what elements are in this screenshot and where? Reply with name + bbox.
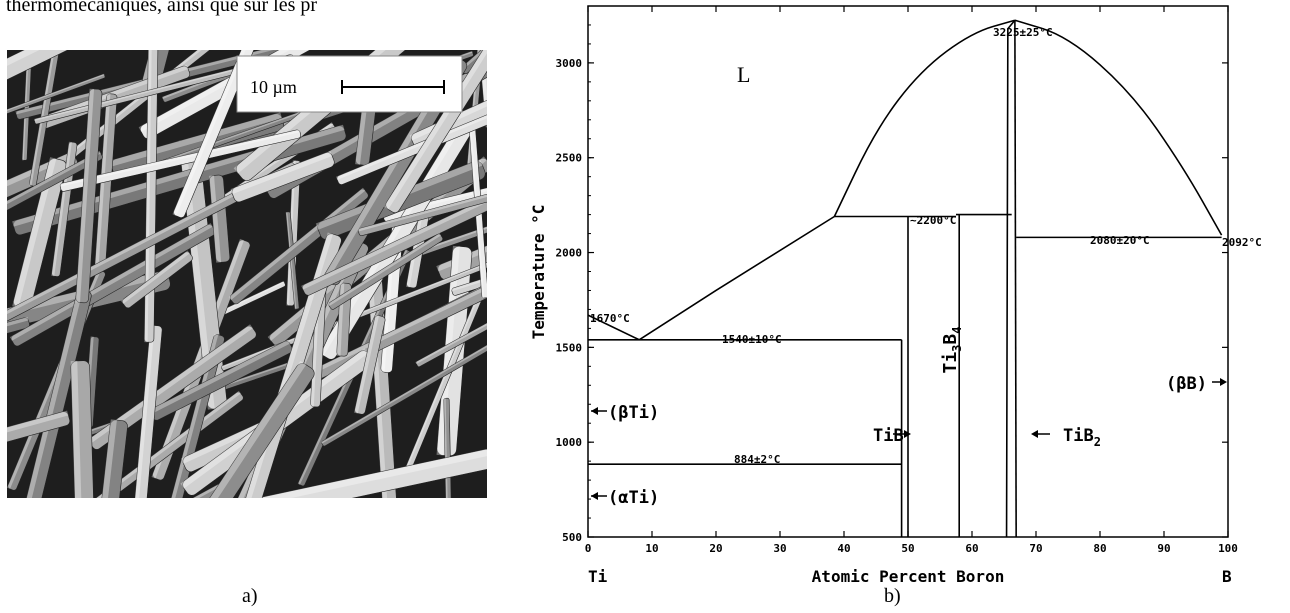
x-tick-label: 90: [1157, 542, 1170, 555]
body-text-line: thermomécaniques, ainsi que sur les pr: [6, 0, 318, 16]
whisker-rod: [127, 325, 163, 498]
whisker-rod: [354, 314, 386, 415]
y-tick-label: 1500: [556, 341, 583, 354]
whisker-rod: [7, 410, 71, 445]
x-tick-label: 20: [709, 542, 722, 555]
whisker-rod: [327, 233, 444, 310]
whisker-rods: [7, 50, 487, 498]
alpha-ti-label: (αTi): [608, 488, 659, 508]
whisker-rod: [7, 150, 103, 228]
whisker-rod: [443, 397, 453, 498]
phase-boundary-line: [1005, 19, 1016, 538]
whisker-rod: [144, 50, 159, 343]
b-melting-label: 2092°C: [1222, 236, 1262, 249]
arrow-left-icon: [591, 407, 598, 415]
whisker-rod: [75, 88, 103, 304]
whisker-rod: [95, 419, 128, 498]
scale-bar-box: [236, 55, 463, 113]
sem-micrograph: 10 µm: [7, 50, 487, 498]
phase-boundary-line: [638, 215, 835, 341]
phase-boundary-line: [833, 19, 1016, 217]
beta-ti-label: (βTi): [608, 403, 659, 423]
arrow-right-icon: [1220, 378, 1227, 386]
whisker-rod: [148, 339, 293, 421]
tib2-max-label: 3225±25°C: [993, 26, 1053, 39]
whisker-rod: [321, 331, 487, 447]
tib-label: TiB: [873, 426, 904, 446]
ti-b-phase-diagram: 500 1000 1500 2000 2500 3000 0 10 20 30 40 50 60 70 8…: [529, 5, 1262, 586]
phase-boundary-line: [1014, 20, 1017, 538]
whisker-rod: [141, 333, 225, 498]
whisker-rod: [7, 50, 188, 120]
svg-text:Ti3B4: Ti3B4: [940, 327, 964, 374]
whisker-rod: [415, 285, 487, 367]
whisker-rod: [70, 360, 94, 498]
figure-a-caption: a): [242, 585, 258, 607]
whisker-rod: [230, 150, 335, 203]
eutectic-right-label: 2080±20°C: [1090, 234, 1150, 247]
alpha-beta-label: 884±2°C: [734, 453, 780, 466]
x-tick-label: 70: [1029, 542, 1042, 555]
whisker-rod: [471, 50, 487, 128]
whisker-rod: [176, 448, 487, 498]
y-tick-label: 1000: [556, 436, 583, 449]
figure-b-caption: b): [884, 585, 901, 607]
arrow-left-icon: [1031, 430, 1038, 438]
x-tick-label: 0: [585, 542, 592, 555]
whisker-rod: [59, 129, 301, 192]
phase-boundaries: [587, 19, 1223, 538]
x-tick-label: 40: [837, 542, 850, 555]
x-tick-label: 60: [965, 542, 978, 555]
whisker-rod: [301, 180, 487, 296]
x-axis-label: Atomic Percent Boron: [812, 567, 1005, 586]
y-axis-label: Temperature °C: [529, 205, 548, 340]
whisker-rod: [29, 50, 84, 187]
ti-melting-label: 1670°C: [590, 312, 630, 325]
ti3b4-label: Ti3B4: [940, 327, 964, 374]
whisker-rod: [7, 316, 30, 350]
liquid-label: L: [737, 62, 750, 87]
whisker-rod: [357, 172, 487, 236]
x-tick-label: 80: [1093, 542, 1106, 555]
y-tick-label: 2500: [556, 152, 583, 165]
x-tick-label: 50: [901, 542, 914, 555]
whisker-rod: [145, 360, 315, 498]
y-axis-ticks: 500 1000 1500 2000 2500 3000: [556, 24, 1228, 544]
x-axis-ticks: 0 10 20 30 40 50 60 70 80 90 100: [585, 6, 1238, 555]
arrow-left-icon: [591, 492, 598, 500]
scale-bar-label: 10 µm: [250, 77, 297, 97]
y-tick-label: 2000: [556, 247, 583, 260]
x-right-element: B: [1222, 567, 1232, 586]
arrow-right-icon: [904, 430, 911, 438]
ti-eutectic-label: 1540±10°C: [722, 333, 782, 346]
x-tick-label: 10: [645, 542, 658, 555]
phase-boundary-line: [587, 314, 640, 341]
y-tick-label: 3000: [556, 57, 583, 70]
whisker-rod: [7, 73, 106, 117]
x-left-element: Ti: [588, 567, 608, 586]
x-tick-label: 30: [773, 542, 786, 555]
beta-b-label: (βB): [1166, 374, 1207, 394]
whisker-rod: [121, 250, 193, 309]
phase-boundary-line: [1014, 19, 1223, 236]
whisker-rod: [336, 68, 487, 185]
tib2-label: TiB2: [1063, 426, 1101, 449]
x-tick-label: 100: [1218, 542, 1238, 555]
y-tick-label: 500: [562, 531, 582, 544]
ti3b4-peritectic-label: ~2200°C: [910, 214, 956, 227]
